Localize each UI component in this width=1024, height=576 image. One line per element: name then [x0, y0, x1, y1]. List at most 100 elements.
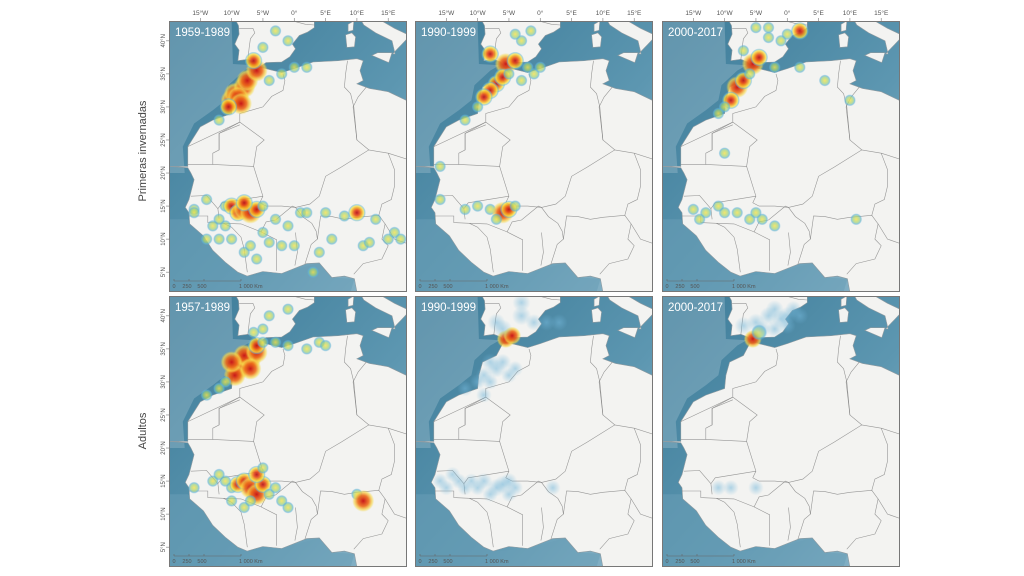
- landmass-3: [344, 296, 407, 330]
- occurrence-spot: [512, 296, 531, 312]
- country-border: [680, 121, 733, 165]
- country-border: [683, 470, 712, 484]
- country-border: [563, 214, 635, 275]
- country-border: [784, 296, 808, 301]
- country-border: [344, 60, 355, 107]
- lat-tick-label: 25°N: [161, 133, 167, 146]
- country-border: [464, 124, 486, 150]
- country-border: [540, 507, 544, 541]
- panel-frame: [415, 296, 653, 567]
- map-panel-0: 15°W 10°W 5°W 0° 5°E 10°E 15°E 40°N 35°N 30°N 25°N…: [161, 1, 407, 292]
- country-border: [335, 1, 342, 15]
- landmass-5: [347, 21, 355, 32]
- scale-bar-label: 1 000 Km: [732, 284, 756, 290]
- country-border: [435, 490, 494, 548]
- ocean-shelf: [415, 21, 500, 173]
- occurrence-spot: [244, 239, 257, 252]
- landmass-4: [838, 307, 849, 323]
- country-border: [540, 232, 544, 266]
- country-border: [680, 121, 733, 147]
- occurrence-spot: [487, 313, 506, 332]
- occurrence-spot: [219, 97, 238, 116]
- landmass-3: [837, 21, 900, 55]
- occurrence-spot: [762, 31, 775, 44]
- country-border: [732, 121, 813, 208]
- occurrence-spot: [300, 61, 313, 74]
- scale-bar-label: 1 000 Km: [239, 284, 263, 290]
- occurrence-spot: [471, 200, 484, 213]
- country-border: [435, 215, 494, 273]
- occurrence-spot: [352, 489, 375, 512]
- occurrence-spot: [256, 200, 269, 213]
- occurrence-spot: [300, 342, 313, 355]
- country-border: [624, 428, 641, 491]
- scale-bar-label: 0: [665, 284, 668, 290]
- occurrence-spot: [269, 481, 282, 494]
- period-label: 1990-1999: [421, 302, 476, 314]
- occurrence-spot: [524, 24, 537, 37]
- occurrence-spot: [288, 61, 301, 74]
- country-border: [291, 296, 315, 301]
- country-border: [590, 60, 601, 107]
- country-border: [810, 214, 882, 275]
- country-border: [881, 152, 900, 160]
- occurrence-spot: [731, 206, 744, 219]
- occurrence-spot: [256, 226, 269, 239]
- country-border: [239, 28, 256, 60]
- country-border: [732, 73, 779, 123]
- country-border: [812, 424, 882, 472]
- scale-bar: 0 250 500 1 000 Km: [418, 554, 509, 565]
- country-border: [881, 427, 900, 435]
- lon-tick-label: 15°W: [685, 9, 702, 17]
- lat-tick-label: 5°N: [161, 267, 167, 277]
- occurrence-spot: [793, 61, 806, 74]
- map-panel-4: 1990-1999 0 250 500 1 000 Km: [415, 296, 653, 567]
- country-border: [187, 121, 240, 147]
- landmass-5: [840, 21, 848, 32]
- country-border: [787, 232, 791, 266]
- scale-bar: 0 250 500 1 000 Km: [665, 279, 756, 290]
- occurrence-spot: [476, 387, 492, 403]
- occurrence-spot: [482, 486, 498, 503]
- occurrence-spot: [225, 233, 238, 246]
- occurrence-spot: [753, 320, 771, 338]
- country-border: [812, 149, 882, 197]
- occurrence-spot: [213, 468, 226, 481]
- occurrence-spot: [723, 479, 739, 496]
- occurrence-spot: [282, 339, 294, 352]
- occurrence-spot: [200, 233, 213, 246]
- landmass-6: [617, 327, 639, 339]
- landmass-4: [591, 32, 602, 48]
- panel-frame: [662, 296, 900, 567]
- lon-tick-label: 10°W: [470, 9, 487, 17]
- country-border: [319, 149, 389, 197]
- occurrence-spot: [225, 494, 238, 507]
- country-border: [464, 399, 486, 425]
- scale-bar-label: 1 000 Km: [485, 559, 509, 565]
- lon-tick-label: 5°E: [320, 9, 331, 17]
- occurrence-spot: [288, 239, 301, 252]
- occurrence-spot: [244, 51, 263, 70]
- occurrence-spot: [766, 320, 784, 338]
- occurrence-spot: [506, 51, 525, 70]
- landmass-3: [837, 296, 900, 330]
- occurrence-spot: [743, 67, 756, 80]
- scale-bar-label: 0: [418, 284, 421, 290]
- occurrence-spot: [188, 481, 201, 494]
- occurrence-spot: [434, 160, 447, 173]
- country-border: [877, 498, 900, 519]
- occurrence-spot: [394, 233, 407, 246]
- country-border: [683, 195, 712, 209]
- occurrence-spot: [509, 28, 522, 41]
- occurrence-spot: [749, 206, 762, 219]
- country-border: [837, 335, 848, 382]
- occurrence-spot: [778, 317, 796, 335]
- lon-tick-label: 0°: [291, 9, 298, 17]
- landmass-4: [591, 307, 602, 323]
- country-border: [388, 152, 407, 160]
- country-border: [384, 498, 407, 519]
- country-border: [294, 232, 298, 266]
- occurrence-spot: [239, 357, 262, 380]
- occurrence-spot: [347, 203, 366, 222]
